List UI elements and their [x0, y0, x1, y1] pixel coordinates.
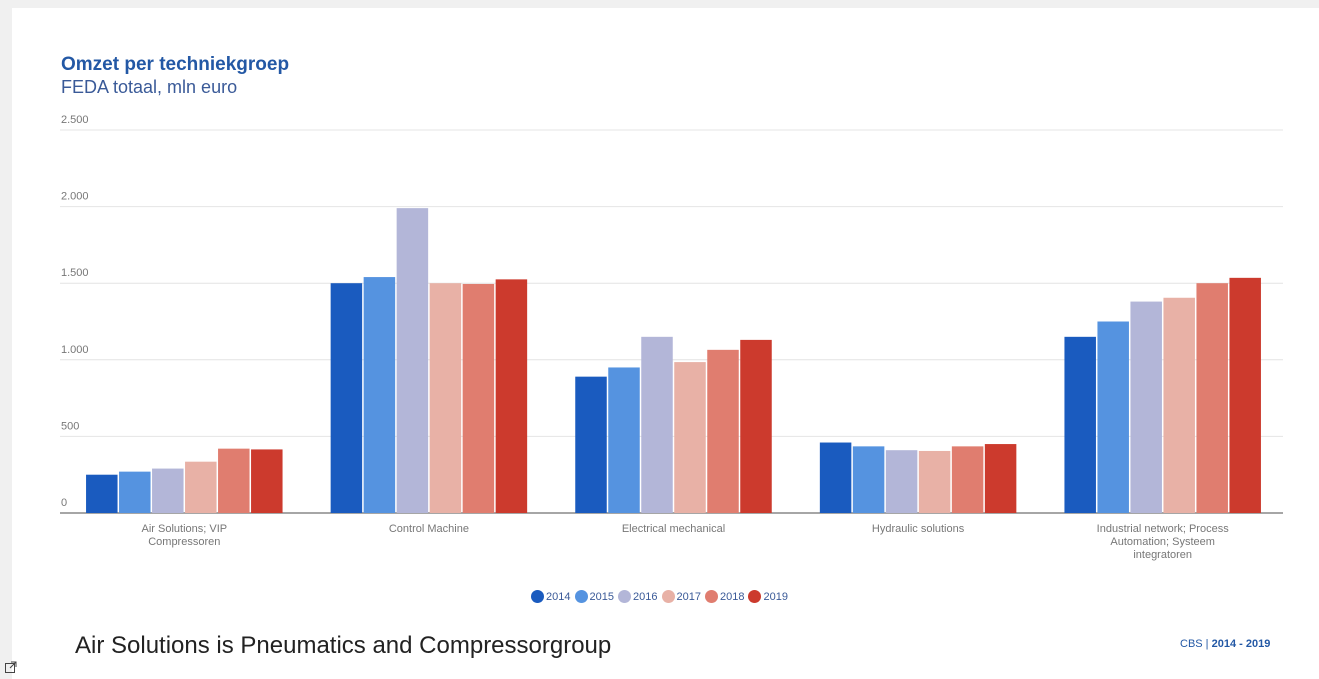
x-tick-label: Automation; Systeem	[1110, 536, 1215, 548]
chart-title: Omzet per techniekgroep	[61, 54, 290, 75]
x-tick-label: Hydraulic solutions	[872, 523, 965, 535]
legend-swatch	[704, 590, 718, 603]
legend-swatch	[574, 590, 588, 603]
legend-item-2014[interactable]: 2014	[531, 590, 571, 603]
legend-item-2016[interactable]: 2016	[618, 590, 658, 603]
legend-label: 2019	[763, 590, 788, 603]
bar-2018	[1196, 283, 1228, 513]
bar-2015	[363, 277, 396, 513]
chart-note: Air Solutions is Pneumatics and Compress…	[75, 632, 612, 659]
y-tick-label: 1.000	[61, 344, 89, 356]
bar-2018	[218, 448, 250, 513]
bar-2016	[885, 450, 918, 513]
bar-2018	[462, 283, 495, 513]
x-tick-label: Air Solutions; VIP	[142, 523, 228, 535]
legend-swatch	[531, 590, 545, 603]
x-tick-label: Industrial network; Process	[1097, 523, 1230, 535]
external-link-icon[interactable]	[5, 661, 17, 673]
legend-label: 2014	[546, 590, 571, 603]
y-tick-label: 2.000	[61, 191, 89, 203]
legend-label: 2016	[633, 590, 658, 603]
bar-2017	[674, 362, 706, 513]
bar-2019	[495, 279, 528, 513]
bar-2015	[119, 471, 151, 513]
source-years: 2014 - 2019	[1211, 638, 1271, 650]
bar-2016	[152, 468, 184, 513]
bar-2019	[1229, 277, 1261, 513]
legend-item-2018[interactable]: 2018	[704, 590, 745, 603]
bar-2016	[1130, 301, 1162, 513]
chart-legend: 2014 2015 2016 2017 2018 2019	[0, 590, 1319, 606]
legend-label: 2018	[719, 590, 745, 603]
bar-2019	[740, 339, 772, 513]
bar-2014	[86, 474, 118, 513]
x-tick-label: Control Machine	[389, 523, 469, 535]
bar-2018	[951, 446, 984, 513]
legend-item-2017[interactable]: 2017	[661, 590, 701, 603]
legend-label: 2015	[589, 590, 615, 603]
bar-2016	[396, 208, 429, 513]
legend-item-2019[interactable]: 2019	[748, 590, 788, 603]
bar-2014	[819, 442, 852, 513]
bar-2019	[251, 449, 283, 513]
bar-2017	[185, 461, 217, 513]
legend-swatch	[618, 590, 632, 603]
legend-label: 2017	[676, 590, 701, 603]
x-tick-label: Compressoren	[148, 536, 220, 548]
bar-2015	[608, 367, 640, 513]
y-tick-label: 2.500	[61, 114, 89, 126]
x-tick-label: Electrical mechanical	[622, 523, 725, 535]
legend-item-2015[interactable]: 2015	[574, 590, 615, 603]
bar-2017	[429, 283, 462, 513]
bar-2015	[1097, 321, 1129, 513]
bar-2015	[852, 446, 885, 513]
bar-2016	[641, 336, 673, 513]
bar-2018	[707, 349, 739, 513]
bar-2014	[1064, 336, 1096, 513]
bar-2017	[918, 450, 951, 513]
bar-2014	[575, 376, 607, 513]
source-prefix: CBS |	[1180, 638, 1212, 650]
source-credit: CBS | 2014 - 2019	[1180, 638, 1270, 650]
x-tick-label: integratoren	[1133, 549, 1192, 561]
y-tick-label: 500	[61, 420, 79, 432]
chart-subtitle: FEDA totaal, mln euro	[61, 77, 238, 97]
y-tick-label: 1.500	[61, 267, 89, 279]
bar-2019	[984, 444, 1017, 513]
bar-2017	[1163, 297, 1195, 513]
y-tick-label: 0	[61, 497, 67, 509]
legend-swatch	[748, 590, 762, 603]
legend-swatch	[661, 590, 675, 603]
bar-2014	[330, 283, 363, 513]
